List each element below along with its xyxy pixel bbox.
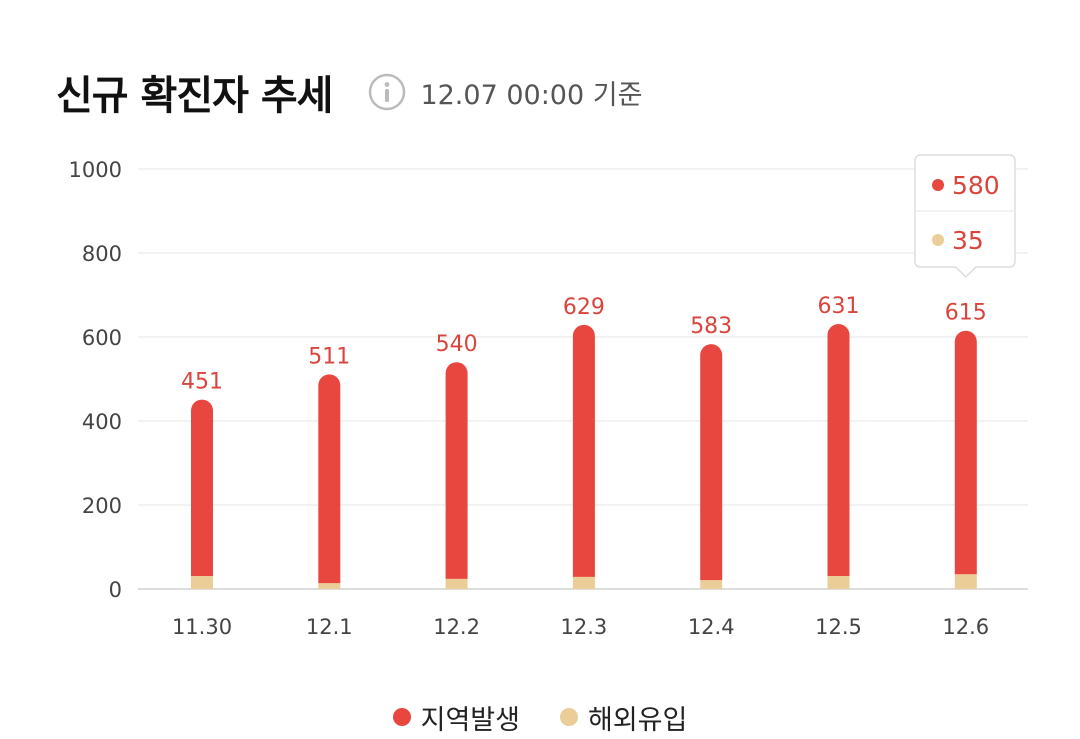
bar-overseas [827, 575, 850, 589]
legend-dot-local [392, 708, 411, 726]
x-tick-label: 11.30 [172, 615, 232, 639]
tooltip-value-overseas: 35 [952, 226, 984, 255]
timestamp-label: 12.07 00:00 기준 [420, 79, 643, 111]
bar-local [191, 399, 213, 576]
legend-item-overseas[interactable]: 해외유입 [560, 698, 687, 737]
data-label: 615 [945, 301, 987, 326]
data-label: 631 [818, 294, 860, 319]
x-tick-label: 12.1 [306, 615, 353, 639]
bar-local [827, 323, 850, 576]
bar-local [445, 362, 468, 579]
data-label: 540 [436, 332, 478, 357]
y-tick-label: 400 [82, 410, 122, 434]
bar-overseas [318, 583, 341, 589]
legend-label-local: 지역발생 [420, 704, 520, 736]
data-label: 451 [181, 370, 223, 395]
chart-legend: 지역발생 해외유입 [0, 695, 1080, 739]
bar-overseas [572, 576, 595, 589]
x-tick-label: 12.3 [561, 615, 608, 639]
bar-overseas [445, 578, 468, 589]
legend-dot-overseas [560, 708, 578, 726]
legend-label-overseas: 해외유입 [588, 704, 688, 736]
x-tick-label: 12.5 [815, 615, 862, 639]
tooltip-dot-local [932, 179, 944, 191]
bar-overseas [954, 574, 977, 589]
y-tick-label: 600 [82, 326, 122, 350]
x-tick-label: 12.4 [688, 615, 735, 639]
tooltip-value-local: 580 [952, 171, 1000, 200]
x-tick-label: 12.2 [433, 615, 480, 639]
info-icon[interactable] [368, 73, 406, 111]
bar-local [954, 330, 977, 575]
y-tick-label: 800 [82, 242, 122, 266]
data-label: 511 [308, 344, 350, 369]
chart-header: 신규 확진자 추세 12.07 00:00 기준 [56, 62, 642, 122]
bar-overseas [700, 580, 723, 589]
bar-local [318, 374, 341, 584]
bar-overseas [191, 575, 213, 589]
bar-local [572, 324, 595, 577]
data-label: 629 [563, 295, 605, 320]
page-title: 신규 확진자 추세 [56, 73, 333, 119]
x-tick-label: 12.6 [942, 615, 989, 639]
tooltip-dot-overseas [932, 234, 944, 246]
legend-item-local[interactable]: 지역발생 [392, 698, 520, 737]
y-tick-label: 1000 [69, 158, 122, 182]
bar-local [700, 344, 723, 581]
data-label: 583 [690, 314, 732, 339]
y-tick-label: 0 [109, 578, 122, 602]
y-tick-label: 200 [82, 494, 122, 518]
